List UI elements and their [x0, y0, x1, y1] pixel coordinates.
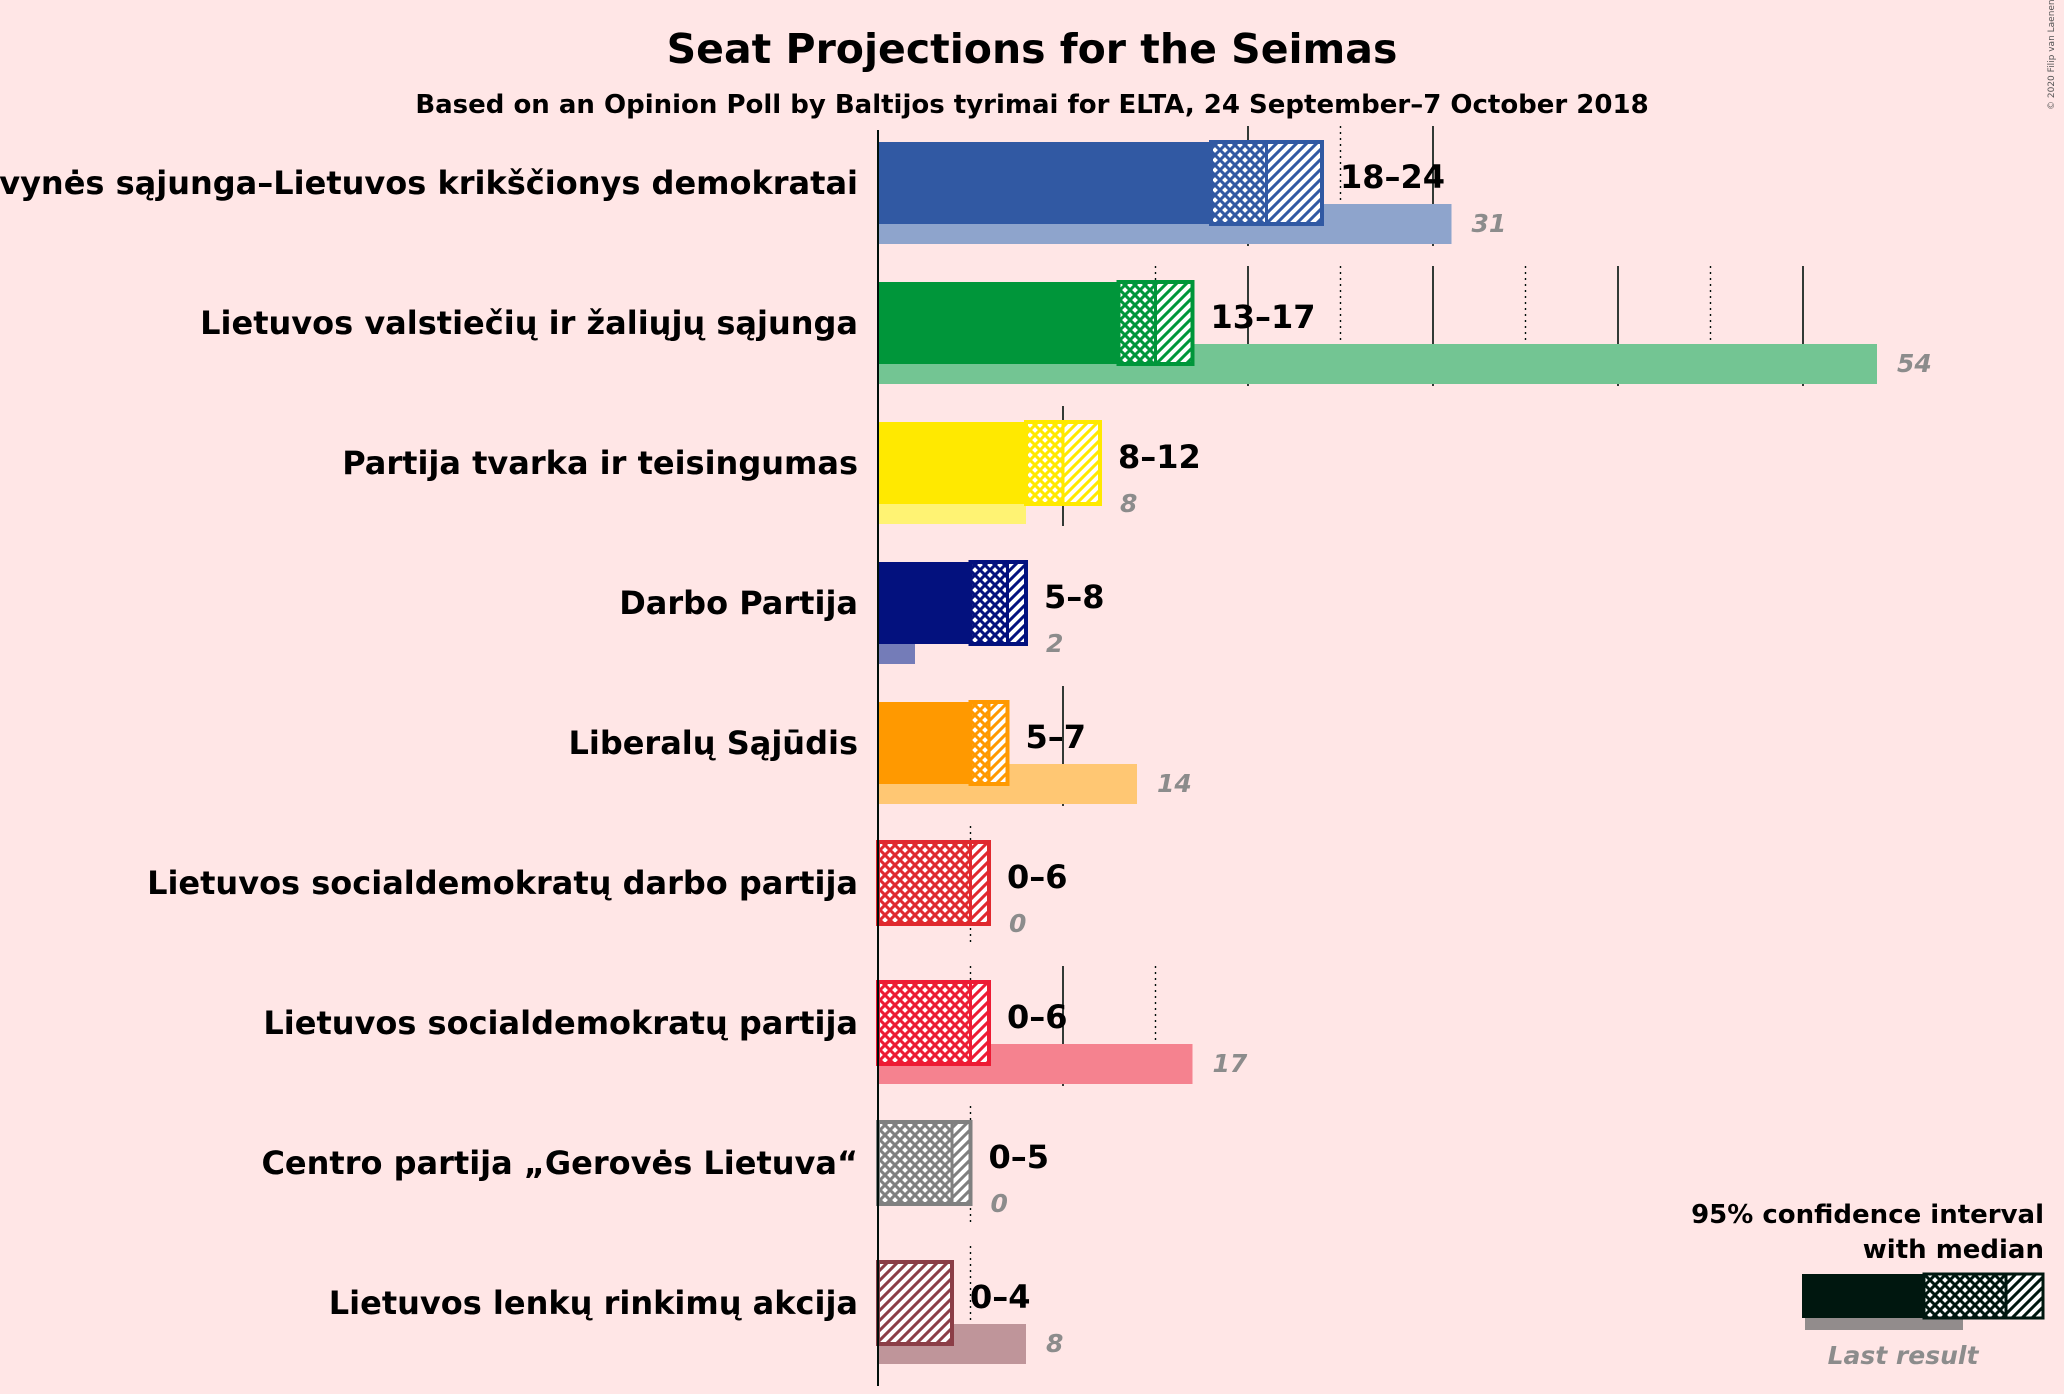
ci-upper-hatch	[970, 982, 989, 1064]
legend-solid-bar	[1802, 1274, 1924, 1318]
range-label: 0–4	[970, 1278, 1031, 1316]
last-result-label: 8	[1046, 1329, 1063, 1358]
ci-lower-crosshatch	[970, 702, 989, 784]
ci-upper-hatch	[878, 1262, 952, 1344]
projection-solid-bar	[878, 562, 971, 644]
ci-lower-crosshatch	[970, 562, 1008, 644]
legend-ci-label: 95% confidence interval	[1691, 1200, 2044, 1230]
legend-median-label: with median	[1863, 1235, 2044, 1265]
ci-upper-hatch	[1063, 422, 1100, 504]
legend-crosshatch	[1924, 1274, 2006, 1318]
ci-lower-crosshatch	[878, 842, 971, 924]
range-label: 0–6	[1007, 998, 1068, 1036]
party-label: Lietuvos socialdemokratų partija	[263, 1004, 858, 1042]
party-label: Lietuvos lenkų rinkimų akcija	[329, 1284, 858, 1322]
projection-solid-bar	[878, 282, 1119, 364]
range-label: 18–24	[1340, 158, 1445, 196]
ci-lower-crosshatch	[878, 982, 971, 1064]
ci-outline	[968, 560, 1028, 646]
party-row: Darbo Partija 5–8 2	[619, 560, 1105, 664]
ci-upper-hatch	[1155, 282, 1193, 364]
party-label: Partija tvarka ir teisingumas	[342, 444, 858, 482]
last-result-label: 2	[1046, 629, 1063, 658]
last-result-label: 0	[1009, 909, 1026, 938]
range-label: 0–6	[1007, 858, 1068, 896]
range-label: 8–12	[1118, 438, 1201, 476]
ci-upper-hatch	[1266, 142, 1322, 224]
chart-subtitle: Based on an Opinion Poll by Baltijos tyr…	[415, 90, 1648, 120]
legend-outline	[1922, 1272, 2045, 1320]
party-label: Lietuvos socialdemokratų darbo partija	[147, 864, 858, 902]
last-result-label: 0	[991, 1189, 1008, 1218]
ci-upper-hatch	[989, 702, 1008, 784]
party-label: Lietuvos valstiečių ir žaliųjų sąjunga	[200, 304, 858, 342]
legend: 95% confidence interval with median Last…	[1691, 1200, 2045, 1370]
legend-last-result-label: Last result	[1828, 1341, 1980, 1370]
party-label: Liberalų Sąjūdis	[568, 724, 858, 762]
ci-upper-hatch	[1007, 562, 1026, 644]
party-row: Lietuvos socialdemokratų darbo partija 0–…	[147, 840, 1068, 938]
range-label: 0–5	[989, 1138, 1050, 1176]
party-label: Tėvynės sąjunga–Lietuvos krikščionys dem…	[0, 164, 858, 202]
projection-solid-bar	[878, 702, 971, 784]
party-label: Centro partija „Gerovės Lietuva“	[261, 1144, 858, 1182]
range-label: 5–7	[1026, 718, 1087, 756]
party-row: Tėvynės sąjunga–Lietuvos krikščionys dem…	[0, 140, 1507, 244]
ci-lower-crosshatch	[1211, 142, 1267, 224]
last-result-label: 54	[1897, 349, 1932, 378]
ci-lower-crosshatch	[1026, 422, 1063, 504]
last-result-label: 8	[1120, 489, 1137, 518]
range-label: 13–17	[1211, 298, 1316, 336]
range-label: 5–8	[1044, 578, 1105, 616]
party-row: Liberalų Sąjūdis 5–7 14	[568, 700, 1192, 804]
bars: Tėvynės sąjunga–Lietuvos krikščionys dem…	[0, 140, 1932, 1364]
last-result-label: 31	[1472, 209, 1507, 238]
ci-lower-crosshatch	[878, 1122, 952, 1204]
ci-upper-hatch	[952, 1122, 971, 1204]
party-row: Lietuvos valstiečių ir žaliųjų sąjunga 13…	[200, 280, 1932, 384]
legend-hatch	[2006, 1274, 2043, 1318]
party-row: Centro partija „Gerovės Lietuva“ 0–5 0	[261, 1120, 1050, 1218]
projection-solid-bar	[878, 142, 1211, 224]
last-result-label: 14	[1157, 769, 1192, 798]
copyright-notice: © 2020 Filip van Laenen	[2047, 0, 2057, 110]
party-row: Lietuvos lenkų rinkimų akcija 0–4 8	[329, 1260, 1063, 1364]
ci-upper-hatch	[970, 842, 989, 924]
chart-title: Seat Projections for the Seimas	[667, 25, 1398, 73]
ci-lower-crosshatch	[1118, 282, 1156, 364]
party-label: Darbo Partija	[619, 584, 858, 622]
party-row: Partija tvarka ir teisingumas 8–12 8	[342, 420, 1201, 524]
last-result-label: 17	[1213, 1049, 1248, 1078]
projection-solid-bar	[878, 422, 1026, 504]
party-row: Lietuvos socialdemokratų partija 0–6 17	[263, 980, 1248, 1084]
